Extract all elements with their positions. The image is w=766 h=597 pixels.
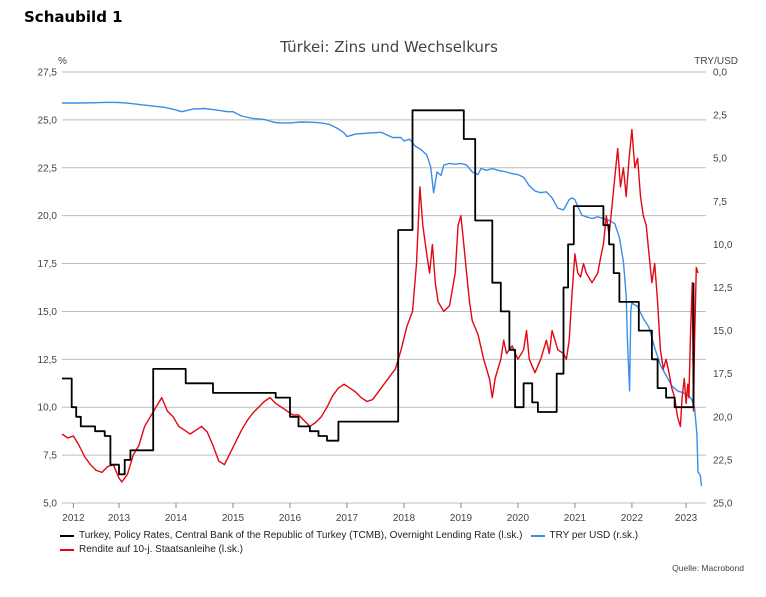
right-axis-ticks: 0,0 2,5 5,0 7,5 10,0 12,5 15,0 17,5 20,0 22,5 25,0 (713, 68, 733, 510)
legend-row-2: Rendite auf 10-j. Staatsanleihe (l.sk.) (60, 544, 243, 555)
right-tick-label: 0,0 (713, 68, 727, 79)
legend-label-bond-yield: Rendite auf 10-j. Staatsanleihe (l.sk.) (79, 544, 243, 555)
right-tick-label: 10,0 (713, 240, 733, 251)
legend-label-try-usd: TRY per USD (r.sk.) (549, 530, 639, 541)
bond-yield-line (61, 128, 699, 483)
right-tick-label: 12,5 (713, 283, 733, 294)
left-tick-label: 10,0 (38, 403, 58, 414)
x-tick-label: 2017 (336, 513, 359, 524)
left-tick-label: 5,0 (43, 499, 57, 510)
x-tick-label: 2019 (450, 513, 473, 524)
left-tick-label: 27,5 (38, 68, 58, 79)
source-note: Quelle: Macrobond (672, 563, 744, 573)
legend-swatch-try-usd (530, 534, 545, 537)
x-tick-label: 2012 (62, 513, 85, 524)
policy-rate-line (62, 109, 695, 476)
right-tick-label: 7,5 (713, 197, 727, 208)
left-tick-label: 25,0 (38, 115, 58, 126)
left-axis-unit: % (58, 56, 67, 67)
left-tick-label: 15,0 (38, 307, 58, 318)
right-tick-label: 20,0 (713, 412, 733, 423)
try-usd-line (62, 101, 703, 486)
left-tick-label: 7,5 (43, 451, 57, 462)
legend-label-policy-rate: Turkey, Policy Rates, Central Bank of th… (79, 530, 523, 541)
x-tick-label: 2015 (222, 513, 245, 524)
x-tick-label: 2023 (675, 513, 698, 524)
right-tick-label: 22,5 (713, 455, 733, 466)
right-tick-label: 15,0 (713, 326, 733, 337)
left-tick-label: 22,5 (38, 163, 58, 174)
right-axis-unit: TRY/USD (694, 56, 738, 67)
x-tick-label: 2020 (507, 513, 530, 524)
left-tick-label: 20,0 (38, 211, 58, 222)
left-tick-label: 12,5 (38, 355, 58, 366)
x-tick-label: 2014 (165, 513, 188, 524)
x-tick-label: 2018 (393, 513, 416, 524)
legend-row-1: Turkey, Policy Rates, Central Bank of th… (60, 530, 638, 541)
figure-label: Schaubild 1 (24, 8, 123, 26)
left-axis-ticks: 5,0 7,5 10,0 12,5 15,0 17,5 20,0 22,5 25,0 27,5 (38, 68, 58, 510)
right-tick-label: 25,0 (713, 499, 733, 510)
gridlines (62, 71, 706, 504)
left-tick-label: 17,5 (38, 259, 58, 270)
legend-swatch-policy-rate (60, 534, 74, 537)
chart-title: Türkei: Zins und Wechselkurs (279, 38, 498, 56)
x-tick-label: 2022 (621, 513, 644, 524)
x-tick-label: 2013 (108, 513, 131, 524)
x-tick-label: 2021 (564, 513, 587, 524)
series-lines (61, 101, 703, 486)
right-tick-label: 17,5 (713, 369, 733, 380)
x-tick-label: 2016 (279, 513, 302, 524)
right-tick-label: 5,0 (713, 154, 727, 165)
legend-swatch-bond-yield (60, 548, 74, 551)
x-axis-ticks: 2012 2013 2014 2015 2016 2017 2018 2019 2020 2021… (62, 503, 698, 524)
right-tick-label: 2,5 (713, 111, 727, 122)
